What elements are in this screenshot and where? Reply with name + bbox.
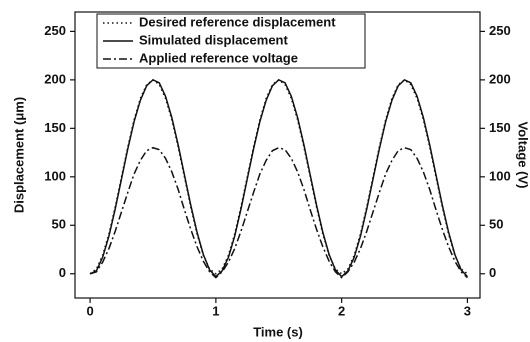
y2-tick-label: 50 (489, 217, 503, 232)
x-tick-label: 1 (212, 303, 219, 318)
y-axis-label: Displacement (μm) (11, 97, 26, 213)
y2-tick-label: 200 (489, 71, 511, 86)
y-tick-label: 250 (44, 23, 66, 38)
x-axis-label: Time (s) (253, 324, 303, 339)
y2-axis-label: Voltage (V) (516, 122, 530, 189)
y-tick-label: 50 (52, 217, 66, 232)
y-tick-label: 150 (44, 120, 66, 135)
x-tick-label: 0 (86, 303, 93, 318)
y2-tick-label: 150 (489, 120, 511, 135)
legend-label: Desired reference displacement (139, 14, 336, 29)
y-tick-label: 0 (59, 265, 66, 280)
data-line (89, 78, 468, 275)
data-line (89, 78, 468, 278)
data-line (89, 146, 468, 279)
y2-tick-label: 250 (489, 23, 511, 38)
y2-tick-label: 100 (489, 168, 511, 183)
legend-label: Simulated displacement (139, 32, 288, 47)
plot-frame (74, 11, 481, 299)
x-tick-label: 2 (338, 303, 345, 318)
legend-label: Applied reference voltage (139, 50, 298, 65)
x-tick-label: 3 (464, 303, 471, 318)
y-tick-label: 200 (44, 71, 66, 86)
y2-tick-label: 0 (489, 265, 496, 280)
y-tick-label: 100 (44, 168, 66, 183)
legend-box (96, 13, 366, 69)
